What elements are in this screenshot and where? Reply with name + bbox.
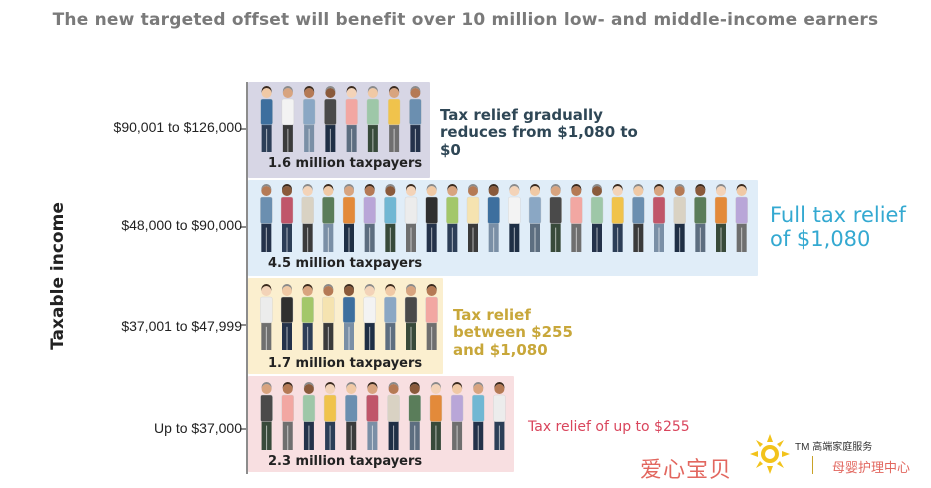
person-figure <box>611 184 624 252</box>
person-figure <box>302 86 316 152</box>
watermark-divider <box>812 456 813 474</box>
person-figure <box>384 184 397 252</box>
taxpayer-count-label: 2.3 million taxpayers <box>268 454 423 469</box>
people-illustration <box>260 284 438 350</box>
person-figure <box>472 382 485 450</box>
person-figure <box>366 382 379 450</box>
y-tick <box>240 324 248 326</box>
person-figure <box>342 184 356 252</box>
category-label: Up to $37,000 <box>154 420 242 436</box>
category-label: $37,001 to $47,999 <box>121 318 242 334</box>
person-figure <box>652 184 666 252</box>
person-figure <box>694 184 707 252</box>
person-figure <box>466 184 480 252</box>
category-label: $48,000 to $90,000 <box>121 217 242 233</box>
person-figure <box>493 382 506 450</box>
relief-label: Tax relief of up to $255 <box>528 419 690 435</box>
relief-label: Tax relief between $255 and $1,080 <box>453 306 573 359</box>
person-figure <box>345 382 358 450</box>
people-illustration <box>260 183 748 252</box>
watermark-right-text: 母婴护理中心 <box>832 460 911 475</box>
chart-title: The new targeted offset will benefit ove… <box>52 10 879 30</box>
person-figure <box>735 184 748 252</box>
y-tick <box>240 226 248 228</box>
person-figure <box>673 184 686 252</box>
person-figure <box>549 184 562 252</box>
person-figure <box>384 284 397 350</box>
person-figure <box>342 284 356 350</box>
person-figure <box>260 184 273 252</box>
person-figure <box>301 184 314 252</box>
relief-label: Full tax relief of $1,080 <box>770 203 906 252</box>
person-figure <box>508 183 521 252</box>
person-figure <box>446 184 459 252</box>
person-figure <box>528 184 542 252</box>
person-figure <box>387 382 400 450</box>
people-illustration <box>260 382 506 450</box>
taxpayer-count-label: 1.7 million taxpayers <box>268 356 423 371</box>
person-figure <box>322 184 335 252</box>
sunburst-logo-icon <box>750 434 790 474</box>
band-90001-126000 <box>248 82 430 178</box>
person-figure <box>408 382 421 450</box>
person-figure <box>429 382 443 450</box>
person-figure <box>323 382 337 450</box>
relief-label: Tax relief gradually reduces from $1,080… <box>440 106 638 159</box>
watermark-tm-text: TM 高端家庭服务 <box>795 442 873 453</box>
person-figure <box>450 382 464 450</box>
person-figure <box>570 184 583 252</box>
person-figure <box>404 184 418 252</box>
person-figure <box>280 184 294 252</box>
person-figure <box>487 184 500 252</box>
person-figure <box>404 284 418 350</box>
person-figure <box>260 284 273 350</box>
person-figure <box>387 86 401 152</box>
person-figure <box>280 284 294 350</box>
person-figure <box>301 284 314 350</box>
person-figure <box>281 86 295 152</box>
person-figure <box>714 184 728 252</box>
y-tick <box>240 428 248 430</box>
person-figure <box>632 184 645 252</box>
person-figure <box>425 184 438 252</box>
category-label: $90,001 to $126,000 <box>113 119 242 135</box>
person-figure <box>366 86 380 152</box>
y-axis-line <box>246 82 248 474</box>
person-figure <box>363 284 376 350</box>
person-figure <box>260 86 273 152</box>
y-tick <box>240 128 248 130</box>
person-figure <box>590 184 604 252</box>
person-figure <box>302 382 316 450</box>
person-figure <box>260 382 273 450</box>
person-figure <box>322 284 335 350</box>
person-figure <box>345 86 358 152</box>
watermark-brand-text: 爱心宝贝 <box>640 458 733 483</box>
person-figure <box>281 382 294 450</box>
person-figure <box>324 86 337 152</box>
y-axis-label: Taxable income <box>48 202 68 350</box>
person-figure <box>409 86 422 152</box>
person-figure <box>425 284 438 350</box>
person-figure <box>363 184 376 252</box>
people-illustration <box>260 86 422 152</box>
taxpayer-count-label: 4.5 million taxpayers <box>268 256 423 271</box>
taxpayer-count-label: 1.6 million taxpayers <box>268 156 423 171</box>
